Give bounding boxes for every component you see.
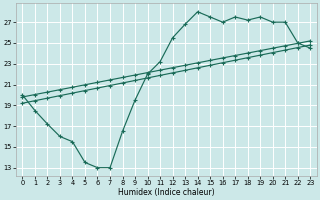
X-axis label: Humidex (Indice chaleur): Humidex (Indice chaleur) (118, 188, 215, 197)
